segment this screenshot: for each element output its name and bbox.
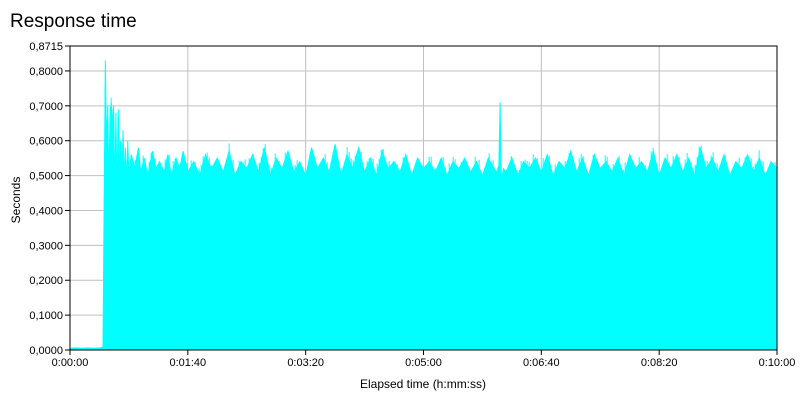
- y-tick-labels: 0,0000 0,1000 0,2000 0,3000 0,4000 0,5000 0,60…: [29, 41, 63, 357]
- y-tick-label: 0,8715: [29, 41, 63, 53]
- y-tick-label: 0,5000: [29, 171, 63, 183]
- y-tick-label: 0,2000: [29, 275, 63, 287]
- y-tick-label: 0,6000: [29, 136, 63, 148]
- axes: [65, 45, 778, 355]
- x-tick-label: 0:00:00: [52, 357, 89, 369]
- x-tick-labels: 0:00:00 0:01:40 0:03:20 0:05:00 0:06:40 0:08:…: [52, 357, 796, 369]
- x-tick-label: 0:05:00: [405, 357, 442, 369]
- y-tick-label: 0,0000: [29, 345, 63, 357]
- series-layer: [69, 60, 778, 351]
- y-tick-label: 0,1000: [29, 310, 63, 322]
- y-tick-label: 0,8000: [29, 66, 63, 78]
- chart-title: Response time: [10, 11, 137, 32]
- y-tick-label: 0,3000: [29, 240, 63, 252]
- x-tick-label: 0:10:00: [759, 357, 796, 369]
- y-tick-label: 0,4000: [29, 205, 63, 217]
- y-axis-title: Seconds: [9, 177, 23, 224]
- x-tick-label: 0:06:40: [523, 357, 560, 369]
- x-tick-label: 0:08:20: [641, 357, 678, 369]
- x-tick-label: 0:03:20: [287, 357, 324, 369]
- y-tick-label: 0,7000: [29, 101, 63, 113]
- x-axis-title: Elapsed time (h:mm:ss): [360, 377, 486, 391]
- x-tick-label: 0:01:40: [169, 357, 206, 369]
